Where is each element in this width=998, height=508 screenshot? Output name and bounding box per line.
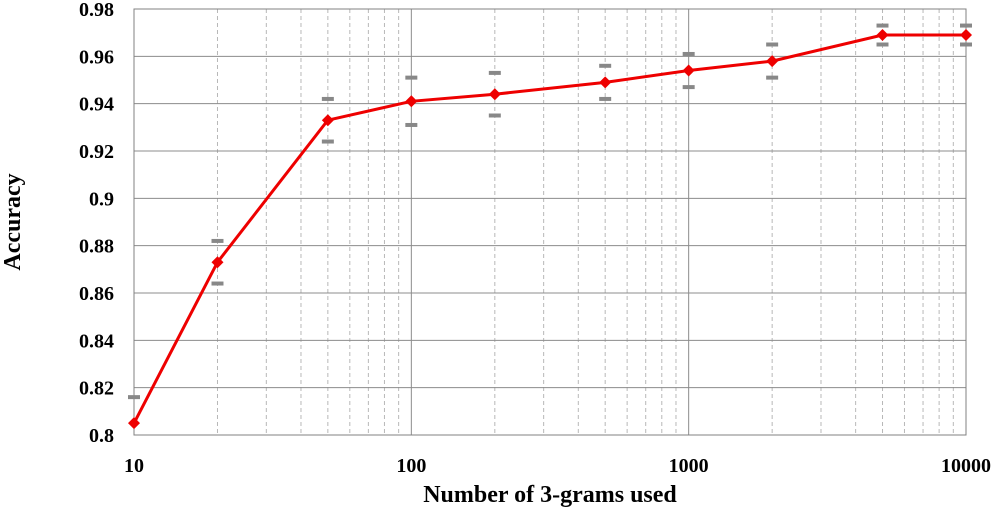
y-tick-label: 0.98 <box>79 0 114 21</box>
data-point-marker <box>766 55 779 68</box>
data-point-marker <box>211 256 224 269</box>
x-tick-label: 100 <box>396 455 426 477</box>
data-point-marker <box>960 29 972 42</box>
minor-gridlines <box>216 9 954 435</box>
x-tick-labels: 10 100 1000 10000 <box>124 455 991 477</box>
data-point-marker <box>405 95 418 108</box>
y-tick-label: 0.8 <box>89 425 114 447</box>
x-tick-label: 10000 <box>941 455 991 477</box>
y-tick-label: 0.96 <box>79 46 114 68</box>
x-axis-title: Number of 3-grams used <box>423 482 677 508</box>
y-tick-label: 0.88 <box>79 236 114 258</box>
data-point-marker <box>599 76 612 89</box>
major-gridlines <box>133 8 967 436</box>
accuracy-series-line <box>132 33 966 424</box>
y-tick-label: 0.92 <box>79 141 114 163</box>
data-point-marker <box>128 417 140 430</box>
data-point-marker <box>876 29 889 42</box>
x-tick-label: 1000 <box>669 455 709 477</box>
y-tick-label: 0.9 <box>89 188 114 210</box>
error-bars <box>128 23 972 400</box>
data-point-marker <box>682 64 695 77</box>
y-tick-labels: 0.8 0.82 0.84 0.86 0.88 0.9 0.92 0.94 0.96 0.98 <box>79 0 114 447</box>
y-tick-label: 0.86 <box>79 283 114 305</box>
plot-frame <box>133 8 967 436</box>
y-axis-title: Accuracy <box>0 173 26 270</box>
y-tick-label: 0.82 <box>79 378 114 400</box>
y-tick-label: 0.94 <box>79 94 114 116</box>
x-tick-label: 10 <box>124 455 144 477</box>
data-point-marker <box>321 114 334 127</box>
data-markers <box>128 29 972 430</box>
y-tick-label: 0.84 <box>79 330 114 352</box>
data-point-marker <box>488 88 501 101</box>
